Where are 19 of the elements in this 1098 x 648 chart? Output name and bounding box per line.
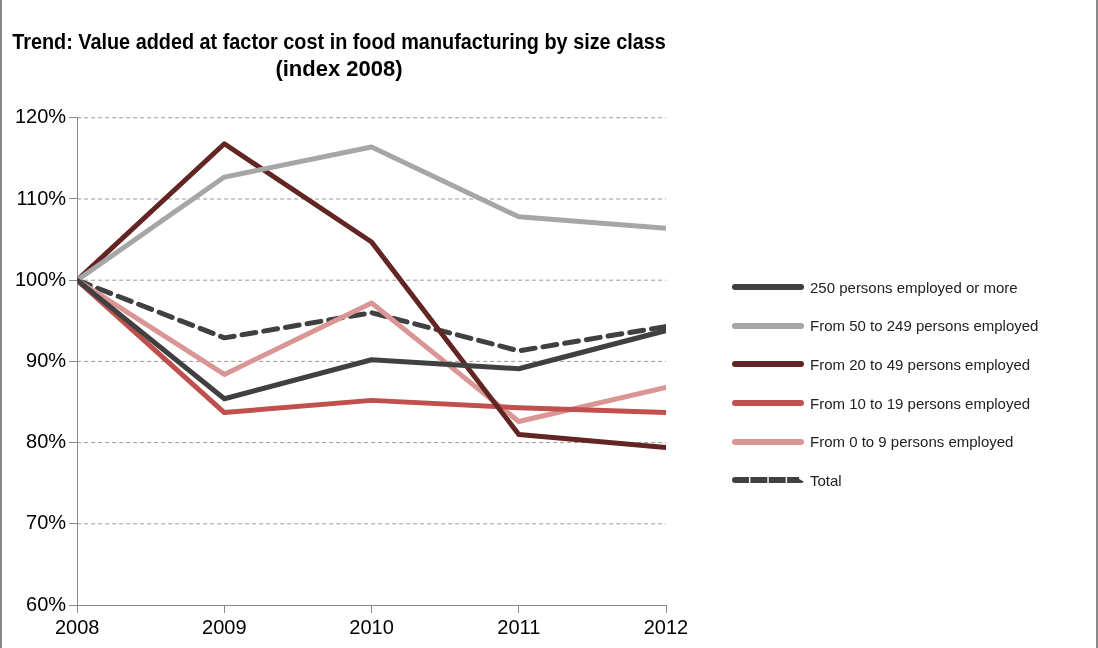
legend-label: From 20 to 49 persons employed <box>810 355 1031 373</box>
x-tick-label: 2010 <box>349 615 394 638</box>
y-tick-label: 100% <box>15 267 67 290</box>
y-tick-label: 70% <box>26 511 67 534</box>
y-tick-label: 80% <box>26 430 67 453</box>
legend-label: From 10 to 19 persons employed <box>810 394 1031 412</box>
x-tick-label: 2011 <box>497 615 541 638</box>
legend-label: From 0 to 9 persons employed <box>810 433 1014 451</box>
x-tick-label: 2008 <box>54 615 100 638</box>
legend-label: From 50 to 249 persons employed <box>810 317 1039 335</box>
legend-label: Total <box>810 471 842 489</box>
legend-label: 250 persons employed or more <box>810 278 1018 296</box>
y-tick-label: 110% <box>16 186 67 209</box>
y-tick-label: 60% <box>26 592 67 615</box>
y-tick-label: 120% <box>15 105 67 128</box>
y-tick-label: 90% <box>26 348 67 371</box>
x-tick-label: 2009 <box>202 615 247 638</box>
x-tick-label: 2012 <box>643 615 689 638</box>
chart-title: Trend: Value added at factor cost in food manufacturing by size class (index 2008) <box>12 29 666 81</box>
